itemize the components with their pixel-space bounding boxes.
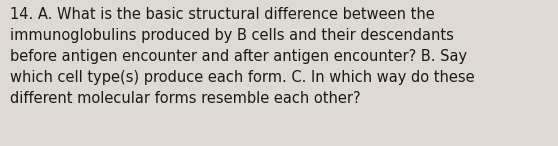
Text: 14. A. What is the basic structural difference between the
immunoglobulins produ: 14. A. What is the basic structural diff… — [10, 7, 475, 106]
